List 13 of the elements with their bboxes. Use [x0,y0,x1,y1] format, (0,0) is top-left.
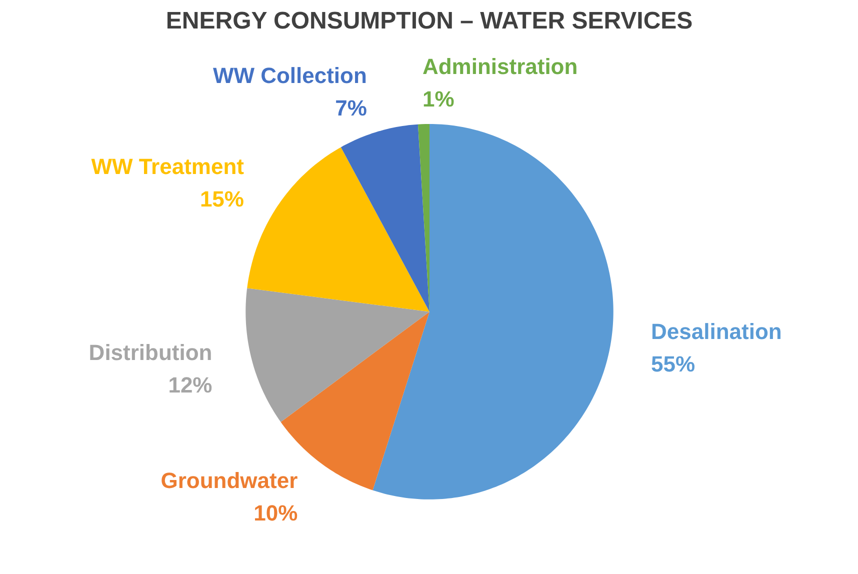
data-label: 12% [168,372,212,398]
slice-label: Groundwater [160,468,298,494]
slice-label: Distribution [88,340,212,365]
data-label: 10% [254,500,298,526]
data-label: 55% [651,351,696,376]
slice-label: WW Treatment [91,154,245,180]
slice-label: WW Collection [212,63,367,88]
data-label: 15% [200,186,244,212]
data-label: 1% [422,86,454,112]
data-label: 7% [335,96,367,121]
slice-label: Desalination [651,318,782,344]
chart-title: ENERGY CONSUMPTION – WATER SERVICES [166,8,693,34]
slice-label: Administration [422,54,578,80]
